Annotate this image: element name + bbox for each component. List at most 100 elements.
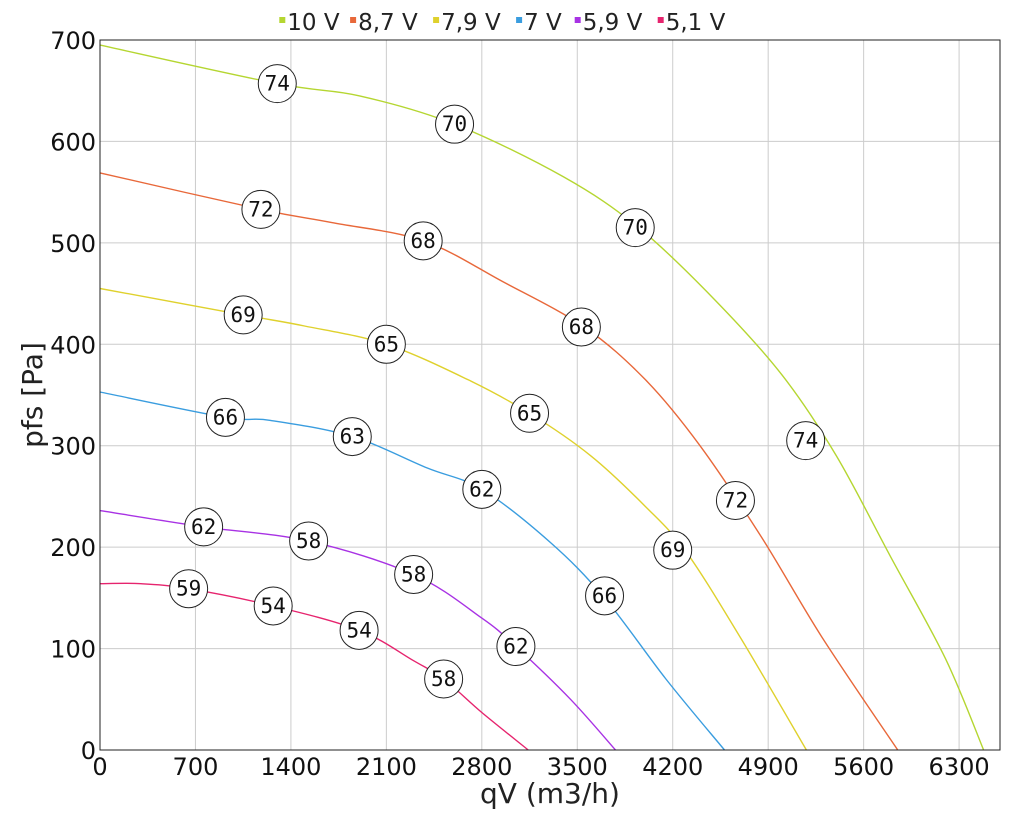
curve-callout: 66 [585, 576, 625, 616]
curve-value-callouts: 74 70 70 74 72 68 68 72 69 65 65 69 66 63 62 66 62 58 58 62… [169, 64, 826, 699]
legend: 10 V 8,7 V 7,9 V 7 V 5,9 V 5,1 V [279, 10, 726, 36]
curve-callout: 62 [462, 469, 502, 509]
callout-value: 68 [569, 315, 594, 339]
callout-circle [332, 417, 372, 457]
callout-value: 74 [265, 72, 290, 96]
legend-item: 7,9 V [433, 10, 501, 36]
y-axis-ticks: 0 100 200 300 400 500 600 700 [50, 27, 96, 765]
callout-circle [510, 393, 550, 433]
callout-value: 66 [213, 405, 238, 429]
curve-callout: 58 [424, 659, 464, 699]
grid-lines [99, 39, 1000, 751]
legend-item: 10 V [279, 10, 340, 36]
legend-label: 5,9 V [583, 10, 643, 36]
callout-value: 58 [431, 667, 456, 691]
callout-value: 58 [401, 563, 426, 587]
callout-value: 62 [191, 515, 216, 539]
y-tick-label: 100 [50, 636, 96, 664]
callout-value: 70 [623, 216, 648, 240]
legend-swatch [657, 17, 664, 23]
legend-swatch [433, 17, 440, 23]
legend-item: 8,7 V [350, 10, 418, 36]
curve-callout: 72 [715, 480, 755, 520]
y-tick-label: 300 [50, 433, 96, 461]
curve-callout: 62 [184, 507, 224, 547]
curve-callout: 72 [241, 189, 281, 229]
curve-callout: 62 [496, 627, 536, 667]
callout-value: 62 [503, 635, 528, 659]
x-tick-label: 700 [173, 753, 219, 781]
callout-circle [169, 569, 209, 609]
curve-callout: 69 [653, 530, 693, 570]
callout-circle [241, 189, 281, 229]
legend-swatch [350, 17, 357, 23]
callout-value: 63 [340, 425, 365, 449]
callout-circle [585, 576, 625, 616]
x-tick-label: 0 [92, 753, 107, 781]
curve-callout: 65 [366, 324, 406, 364]
y-tick-label: 400 [50, 331, 96, 359]
y-axis-title: pfs [Pa] [16, 342, 49, 448]
callout-circle [424, 659, 464, 699]
y-tick-label: 500 [50, 230, 96, 258]
callout-circle [653, 530, 693, 570]
curve-callout: 63 [332, 417, 372, 457]
series-lines [99, 44, 985, 751]
curve-callout: 74 [257, 64, 297, 104]
x-axis-title: qV (m3/h) [480, 777, 620, 810]
legend-swatch [574, 17, 581, 23]
callout-circle [561, 307, 601, 347]
callout-value: 58 [296, 529, 321, 553]
y-tick-label: 700 [50, 27, 96, 55]
callout-value: 72 [723, 488, 748, 512]
callout-value: 69 [660, 538, 685, 562]
callout-circle [786, 421, 826, 461]
callout-circle [253, 586, 293, 626]
callout-circle [462, 469, 502, 509]
callout-value: 65 [374, 332, 399, 356]
x-tick-label: 6300 [929, 753, 990, 781]
curve-callout: 68 [561, 307, 601, 347]
callout-circle [257, 64, 297, 104]
curve-callout: 58 [289, 521, 329, 561]
curve-callout: 59 [169, 569, 209, 609]
y-tick-label: 600 [50, 128, 96, 156]
callout-circle [435, 104, 475, 144]
callout-circle [403, 221, 443, 261]
plot-frame [99, 39, 1001, 751]
curve-callout: 54 [339, 610, 379, 650]
callout-value: 59 [176, 577, 201, 601]
callout-circle [715, 480, 755, 520]
x-tick-label: 2100 [356, 753, 417, 781]
callout-circle [289, 521, 329, 561]
x-tick-label: 3500 [547, 753, 608, 781]
callout-circle [394, 555, 434, 595]
curve-callout: 58 [394, 555, 434, 595]
legend-label: 5,1 V [666, 10, 726, 36]
series-line-7-vv [99, 391, 726, 751]
callout-circle [339, 610, 379, 650]
callout-value: 65 [517, 401, 542, 425]
callout-value: 68 [411, 229, 436, 253]
y-tick-label: 200 [50, 534, 96, 562]
series-line-8-7-vv [99, 172, 899, 751]
curve-callout: 70 [435, 104, 475, 144]
callout-value: 62 [469, 477, 494, 501]
x-tick-label: 2800 [451, 753, 512, 781]
callout-circle [223, 295, 263, 335]
callout-value: 70 [442, 112, 467, 136]
legend-label: 7 V [524, 10, 562, 36]
x-tick-label: 4900 [738, 753, 799, 781]
x-tick-label: 5600 [833, 753, 894, 781]
callout-circle [496, 627, 536, 667]
curve-callout: 68 [403, 221, 443, 261]
legend-swatch [516, 17, 523, 23]
x-tick-label: 1400 [260, 753, 321, 781]
legend-label: 10 V [287, 10, 340, 36]
legend-swatch [279, 17, 286, 23]
x-tick-label: 4200 [642, 753, 703, 781]
curve-callout: 66 [205, 397, 245, 437]
curve-callout: 74 [786, 421, 826, 461]
legend-label: 7,9 V [441, 10, 501, 36]
